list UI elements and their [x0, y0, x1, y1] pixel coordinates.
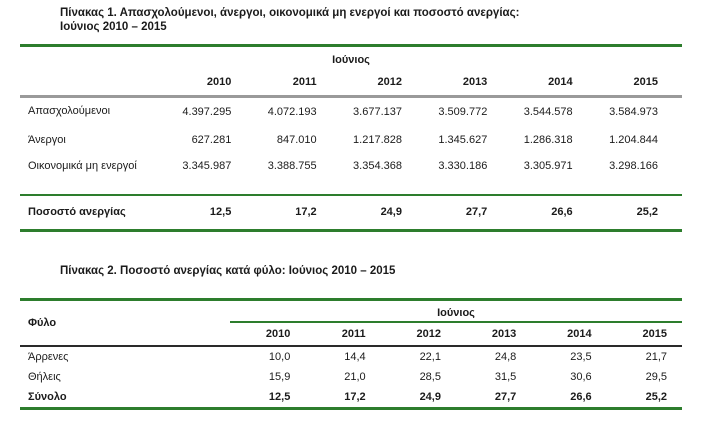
year-header: 2013: [455, 321, 532, 347]
data-cell: 21,0: [344, 371, 366, 383]
data-cell: 1.286.318: [523, 134, 573, 146]
year-header: 2011: [305, 321, 381, 347]
data-cell: 24,9: [380, 387, 456, 410]
table2: Φύλο Ιούνιος 2010 2011 2012 2013 2014 20…: [20, 298, 682, 410]
data-cell: 27,7: [425, 194, 512, 232]
data-cell: 25,2: [606, 387, 682, 410]
year-header: 2014: [531, 321, 607, 347]
row-label: Άνεργοι: [28, 133, 66, 146]
data-cell: 847.010: [276, 134, 317, 146]
data-cell: 25,2: [596, 194, 682, 232]
data-cell: 3.354.368: [340, 154, 426, 196]
data-cell: 26,6: [531, 387, 607, 410]
table1-month-row: Ιούνιος: [20, 44, 682, 70]
data-cell: 31,5: [494, 371, 517, 383]
table1-title-line1: Πίνακας 1. Απασχολούμενοι, άνεργοι, οικο…: [60, 7, 520, 19]
table2-gender-header: Φύλο: [20, 298, 230, 347]
table-row-total: Ποσοστό ανεργίας 12,5 17,2 24,9 27,7 26,…: [20, 194, 682, 232]
data-cell: 15,9: [268, 371, 291, 383]
table-row: Άνεργοι 627.281 847.010 1.217.828 1.345.…: [20, 126, 682, 155]
data-cell: 24,9: [340, 194, 426, 232]
data-cell: 24,8: [494, 350, 517, 363]
year-header: 2012: [380, 321, 456, 347]
data-cell: 12,5: [170, 194, 256, 232]
table-row: Θήλεις 15,9 21,0 28,5 31,5 30,6 29,5: [20, 367, 682, 388]
year-header: 2010: [170, 69, 256, 98]
data-cell: 21,7: [645, 350, 667, 363]
data-cell: 3.330.186: [425, 154, 512, 196]
year-header: 2013: [425, 69, 512, 98]
data-cell: 26,6: [511, 194, 597, 232]
table2-years-row: 2010 2011 2012 2013 2014 2015: [20, 321, 682, 347]
row-label: Ποσοστό ανεργίας: [20, 194, 170, 232]
data-cell: 1.345.627: [438, 134, 488, 146]
data-cell: 27,7: [455, 387, 532, 410]
data-cell: 23,5: [570, 350, 592, 363]
data-cell: 3.305.971: [511, 154, 597, 196]
data-cell: 17,2: [255, 194, 341, 232]
data-cell: 1.217.828: [353, 134, 402, 146]
table1-title-line2: Ιούνιος 2010 – 2015: [60, 21, 167, 33]
row-label: Άρρενες: [28, 350, 69, 363]
table-row: Οικονομικά μη ενεργοί 3.345.987 3.388.75…: [20, 154, 682, 196]
table1: Ιούνιος 2010 2011 2012 2013 2014 2015 Απ…: [20, 44, 682, 232]
table1-month-header: Ιούνιος: [20, 44, 682, 70]
table1-corner-cell: [20, 69, 170, 98]
data-cell: 3.345.987: [170, 154, 256, 196]
data-cell: 29,5: [645, 371, 667, 383]
data-cell: 28,5: [419, 371, 441, 383]
year-header: 2014: [511, 69, 597, 98]
data-cell: 3.584.973: [609, 105, 658, 118]
data-cell: 30,6: [570, 371, 592, 383]
table1-years-row: 2010 2011 2012 2013 2014 2015: [20, 69, 682, 98]
row-label: Σύνολο: [20, 387, 230, 410]
data-cell: 10,0: [268, 350, 291, 363]
table2-month-row: Φύλο Ιούνιος: [20, 298, 682, 347]
data-cell: 22,1: [419, 350, 441, 363]
year-header: 2015: [596, 69, 682, 98]
data-cell: 3.677.137: [353, 105, 402, 118]
data-cell: 3.509.772: [438, 105, 488, 118]
table-row-total: Σύνολο 12,5 17,2 24,9 27,7 26,6 25,2: [20, 387, 682, 410]
data-cell: 3.298.166: [596, 154, 682, 196]
table2-month-header: Ιούνιος: [230, 298, 682, 323]
data-cell: 627.281: [191, 134, 232, 146]
data-cell: 14,4: [344, 350, 366, 363]
data-cell: 17,2: [305, 387, 381, 410]
year-header: 2015: [606, 321, 682, 347]
table1-title: Πίνακας 1. Απασχολούμενοι, άνεργοι, οικο…: [60, 6, 650, 34]
table2-title: Πίνακας 2. Ποσοστό ανεργίας κατά φύλο: Ι…: [60, 265, 396, 277]
table-row: Άρρενες 10,0 14,4 22,1 24,8 23,5 21,7: [20, 346, 682, 367]
year-header: 2010: [230, 321, 306, 347]
row-label: Απασχολούμενοι: [28, 105, 111, 118]
data-cell: 4.397.295: [182, 105, 232, 118]
data-cell: 3.544.578: [523, 105, 573, 118]
data-cell: 1.204.844: [609, 134, 658, 146]
year-header: 2012: [340, 69, 426, 98]
row-label: Οικονομικά μη ενεργοί: [20, 154, 170, 196]
row-label: Θήλεις: [28, 371, 61, 383]
data-cell: 3.388.755: [255, 154, 341, 196]
data-cell: 4.072.193: [267, 105, 317, 118]
year-header: 2011: [255, 69, 341, 98]
data-cell: 12,5: [230, 387, 306, 410]
table-row: Απασχολούμενοι 4.397.295 4.072.193 3.677…: [20, 97, 682, 126]
